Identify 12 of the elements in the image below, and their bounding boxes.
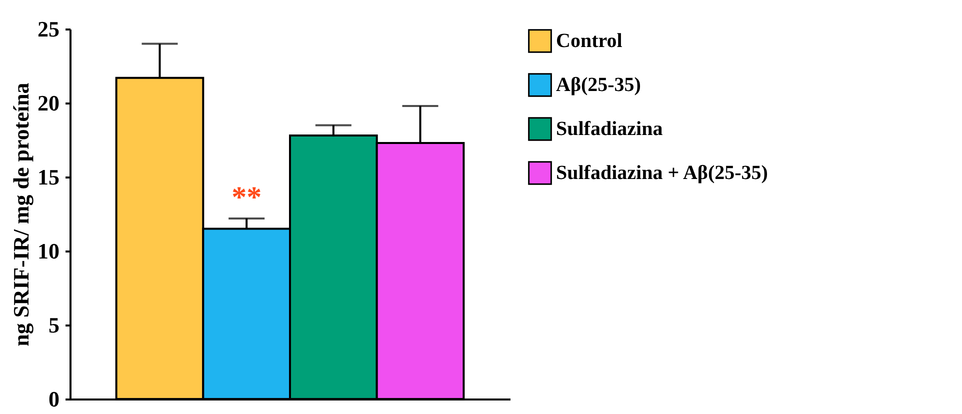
annotation: ** bbox=[232, 181, 262, 214]
y-axis-title: ng SRIF-IR/ mg de proteína bbox=[8, 82, 34, 346]
y-tick-label: 5 bbox=[48, 312, 60, 338]
y-tick-label: 25 bbox=[38, 16, 60, 42]
legend-label: Control bbox=[556, 30, 623, 52]
legend-label: Aβ(25-35) bbox=[556, 74, 641, 96]
y-tick-label: 10 bbox=[38, 238, 60, 264]
legend-label: Sulfadiazina bbox=[556, 118, 663, 140]
y-tick-label: 20 bbox=[38, 90, 60, 116]
y-tick-label: 15 bbox=[38, 164, 60, 190]
legend-label: Sulfadiazina + Aβ(25-35) bbox=[556, 162, 768, 184]
y-tick-label: 0 bbox=[48, 386, 60, 412]
